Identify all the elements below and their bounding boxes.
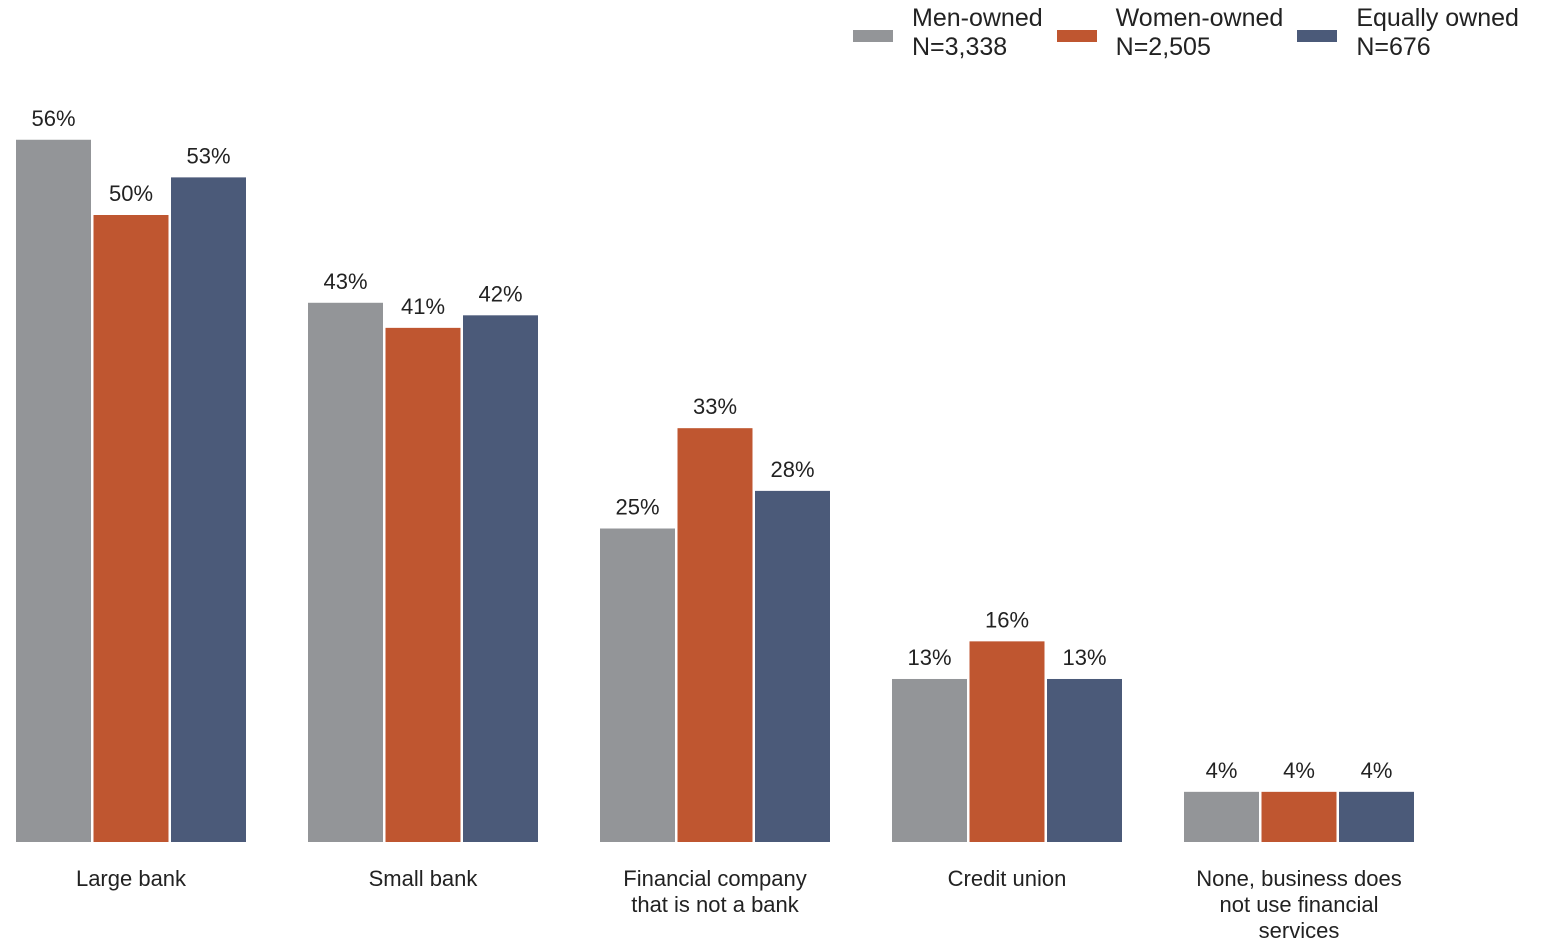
bar-none-business-does-not-use-financial-services-equally-owned — [1339, 791, 1414, 842]
data-label-credit-union-men-owned: 13% — [907, 645, 951, 670]
category-label-financial-company-that-is-not-a-bank: Financial company that is not a bank — [623, 866, 806, 917]
data-label-small-bank-women-owned: 41% — [401, 294, 445, 319]
legend-label-women-owned: Women-owned — [1115, 4, 1284, 32]
bar-none-business-does-not-use-financial-services-men-owned — [1184, 791, 1259, 842]
bar-none-business-does-not-use-financial-services-women-owned — [1261, 791, 1337, 842]
data-label-credit-union-equally-owned: 13% — [1062, 645, 1106, 670]
category-label-line: Credit union — [948, 866, 1067, 891]
legend-item-women-owned: Women-owned N=2,505 — [1056, 4, 1284, 62]
data-label-none-business-does-not-use-financial-services-equally-owned: 4% — [1361, 758, 1393, 783]
bar-financial-company-that-is-not-a-bank-equally-owned — [755, 490, 830, 842]
legend-n-equally-owned: N=676 — [1356, 33, 1431, 61]
legend-text-women-owned: Women-owned N=2,505 — [1116, 4, 1284, 62]
legend: Men-owned N=3,338 Women-owned N=2,505 Eq… — [853, 4, 1533, 62]
category-label-line: None, business does — [1196, 866, 1401, 891]
category-label-credit-union: Credit union — [948, 866, 1067, 891]
legend-n-men-owned: N=3,338 — [912, 33, 1008, 61]
legend-label-equally-owned: Equally owned — [1356, 4, 1519, 32]
category-label-line: that is not a bank — [631, 892, 800, 917]
bar-credit-union-equally-owned — [1047, 678, 1122, 842]
data-label-small-bank-equally-owned: 42% — [478, 281, 522, 306]
bar-financial-company-that-is-not-a-bank-women-owned — [677, 428, 753, 842]
category-label-line: services — [1259, 918, 1340, 940]
bar-large-bank-men-owned — [16, 139, 91, 842]
bar-financial-company-that-is-not-a-bank-men-owned — [600, 528, 675, 842]
bar-small-bank-men-owned — [308, 302, 383, 842]
data-label-none-business-does-not-use-financial-services-women-owned: 4% — [1283, 758, 1315, 783]
data-label-financial-company-that-is-not-a-bank-women-owned: 33% — [693, 394, 737, 419]
category-label-line: not use financial — [1220, 892, 1379, 917]
bar-small-bank-women-owned — [385, 327, 461, 842]
legend-item-men-owned: Men-owned N=3,338 — [853, 4, 1043, 62]
data-label-large-bank-women-owned: 50% — [109, 181, 153, 206]
bar-credit-union-men-owned — [892, 678, 967, 842]
bar-large-bank-women-owned — [93, 215, 169, 842]
legend-text-men-owned: Men-owned N=3,338 — [912, 4, 1043, 62]
legend-text-equally-owned: Equally owned N=676 — [1356, 4, 1519, 62]
category-label-line: Financial company — [623, 866, 806, 891]
data-label-financial-company-that-is-not-a-bank-men-owned: 25% — [615, 495, 659, 520]
bar-small-bank-equally-owned — [463, 315, 538, 842]
legend-n-women-owned: N=2,505 — [1115, 33, 1211, 61]
data-label-credit-union-women-owned: 16% — [985, 607, 1029, 632]
category-label-line: Large bank — [76, 866, 187, 891]
category-label-line: Small bank — [369, 866, 479, 891]
data-label-none-business-does-not-use-financial-services-men-owned: 4% — [1206, 758, 1238, 783]
legend-item-equally-owned: Equally owned N=676 — [1297, 4, 1519, 62]
legend-swatch-men-owned — [853, 30, 893, 42]
data-label-small-bank-men-owned: 43% — [323, 269, 367, 294]
category-label-large-bank: Large bank — [76, 866, 187, 891]
bar-credit-union-women-owned — [969, 641, 1045, 842]
legend-swatch-equally-owned — [1297, 30, 1338, 42]
category-label-small-bank: Small bank — [369, 866, 479, 891]
data-label-large-bank-men-owned: 56% — [31, 106, 75, 131]
data-label-large-bank-equally-owned: 53% — [186, 143, 230, 168]
legend-swatch-women-owned — [1056, 30, 1097, 42]
category-label-none-business-does-not-use-financial-services: None, business does not use financial serv… — [1196, 866, 1401, 940]
bar-large-bank-equally-owned — [171, 177, 246, 842]
data-label-financial-company-that-is-not-a-bank-equally-owned: 28% — [770, 457, 814, 482]
legend-label-men-owned: Men-owned — [912, 4, 1043, 32]
